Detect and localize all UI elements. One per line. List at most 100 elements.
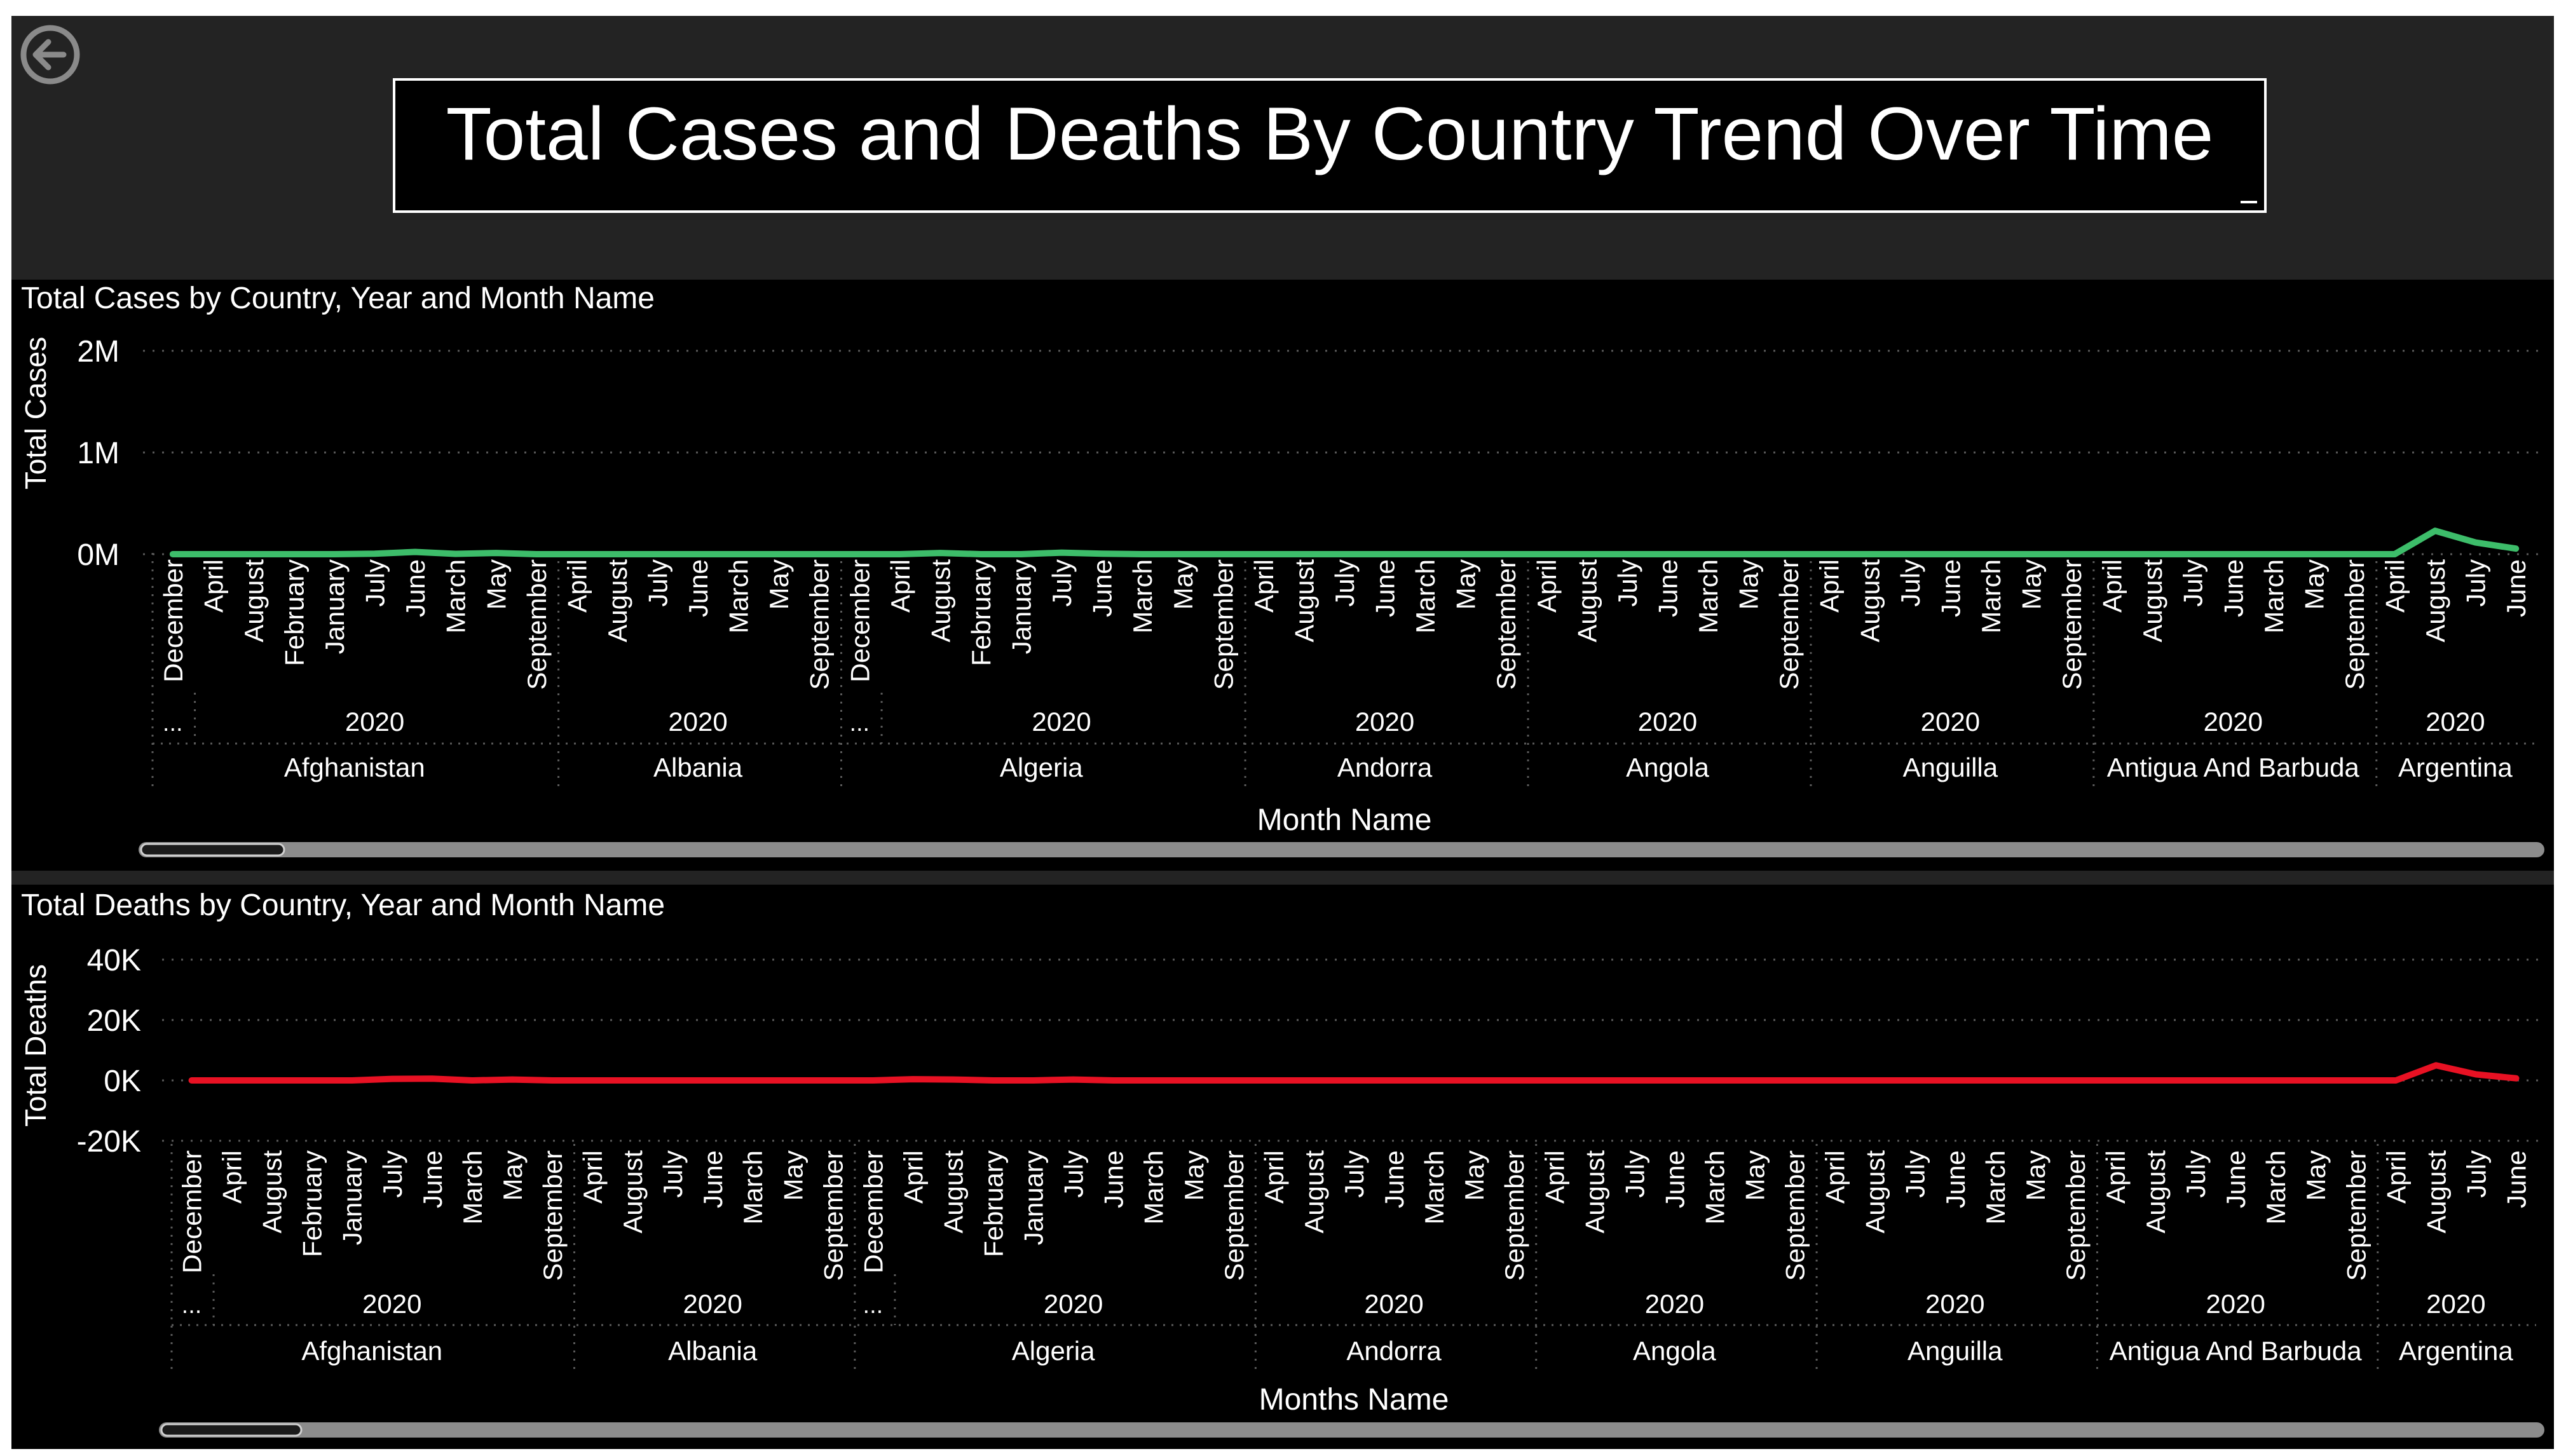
chart-title: Total Cases by Country, Year and Month N… [21,282,655,315]
month-tick-label: August [2420,559,2450,643]
month-tick-label: April [562,559,592,613]
year-label: 2020 [1032,707,1091,737]
month-tick-label: May [1459,1150,1489,1201]
year-label: 2020 [2426,1289,2485,1319]
horizontal-scrollbar-track[interactable] [139,842,2544,857]
month-tick-label: May [2299,559,2329,609]
month-tick-label: June [2221,1150,2251,1208]
month-tick-label: March [1410,559,1440,634]
month-tick-label: April [1815,559,1845,613]
month-tick-label: April [578,1150,608,1204]
month-tick-label: September [1780,1150,1810,1281]
y-axis-label: Total Deaths [19,964,52,1127]
month-tick-label: March [1128,559,1157,634]
back-arrow-icon[interactable] [20,25,80,85]
month-tick-label: February [966,559,996,666]
month-tick-label: March [458,1150,488,1225]
month-tick-label: July [1895,559,1925,607]
back-button[interactable] [20,25,80,85]
total-deaths-chart: Total Deaths by Country, Year and Month … [19,888,2544,1438]
country-label: Argentina [2399,1336,2513,1366]
month-tick-label: August [603,559,632,643]
chart-title: Total Deaths by Country, Year and Month … [21,888,665,922]
country-label: Argentina [2398,752,2513,782]
month-tick-label: December [158,559,188,683]
month-tick-label: June [1099,1150,1129,1208]
month-tick-label: May [498,1150,528,1201]
horizontal-scrollbar-thumb[interactable] [140,843,285,857]
month-tick-label: March [1139,1150,1169,1225]
month-tick-label: July [1613,559,1642,607]
month-tick-label: May [2017,559,2047,609]
month-tick-label: May [481,559,511,609]
year-label: 2020 [2426,707,2485,737]
month-tick-label: May [1451,559,1481,609]
month-tick-label: September [538,1150,568,1281]
month-tick-label: August [925,559,955,643]
month-tick-label: July [1901,1150,1930,1198]
y-tick-label: 1M [77,437,119,470]
month-tick-label: September [2057,559,2087,690]
month-tick-label: July [643,559,672,607]
month-tick-label: April [2381,1150,2411,1204]
month-tick-label: June [400,559,430,617]
country-label: Antigua And Barbuda [2107,752,2360,782]
month-tick-label: May [1740,1150,1770,1201]
year-label: 2020 [668,707,727,737]
month-tick-label: June [1088,559,1117,617]
month-tick-label: December [858,1150,888,1274]
country-label: Algeria [1012,1336,1095,1366]
country-label: Albania [668,1336,758,1366]
month-tick-label: March [2261,1150,2291,1225]
month-tick-label: March [2259,559,2289,634]
month-tick-label: March [738,1150,768,1225]
month-tick-label: June [1370,559,1400,617]
month-tick-label: July [1047,559,1077,607]
total-cases-chart: Total Cases by Country, Year and Month N… [19,282,2544,857]
year-label: 2020 [1355,707,1414,737]
month-tick-label: June [2218,559,2248,617]
month-tick-label: June [418,1150,447,1208]
month-tick-label: August [1572,559,1602,643]
month-tick-label: August [239,559,269,643]
y-axis-label: Total Cases [19,337,52,489]
year-label: 2020 [362,1289,421,1319]
country-label: Anguilla [1907,1336,2003,1366]
series-line [169,527,2520,557]
month-tick-label: April [2380,559,2410,613]
month-tick-label: June [2501,1150,2531,1208]
month-tick-label: September [2061,1150,2091,1281]
month-tick-label: August [1855,559,1885,643]
month-tick-label: July [378,1150,407,1198]
month-tick-label: March [1981,1150,2010,1225]
month-tick-label: April [198,559,228,613]
month-tick-label: February [279,559,309,666]
month-tick-label: September [818,1150,848,1281]
truncation-ellipsis: ... [163,710,183,737]
month-tick-label: July [360,559,390,607]
month-tick-label: July [1059,1150,1089,1198]
month-tick-label: August [618,1150,648,1234]
horizontal-scrollbar-thumb[interactable] [160,1423,303,1437]
month-tick-label: April [217,1150,247,1204]
month-tick-label: April [885,559,915,613]
month-tick-label: July [2181,1150,2211,1198]
month-tick-label: August [1299,1150,1329,1234]
y-tick-label: 0M [77,538,119,572]
back-arrow-glyph [32,39,67,71]
year-label: 2020 [683,1289,742,1319]
country-label: Angola [1633,1336,1716,1366]
month-tick-label: May [1179,1150,1209,1201]
y-tick-label: 20K [87,1004,141,1038]
month-tick-label: February [979,1150,1009,1257]
month-tick-label: September [1219,1150,1249,1281]
truncation-ellipsis: ... [849,710,870,737]
month-tick-label: August [1580,1150,1609,1234]
month-tick-label: July [658,1150,688,1198]
year-label: 2020 [2206,1289,2265,1319]
horizontal-scrollbar-track[interactable] [159,1422,2544,1438]
month-tick-label: August [2138,559,2167,643]
month-tick-label: February [297,1150,327,1257]
